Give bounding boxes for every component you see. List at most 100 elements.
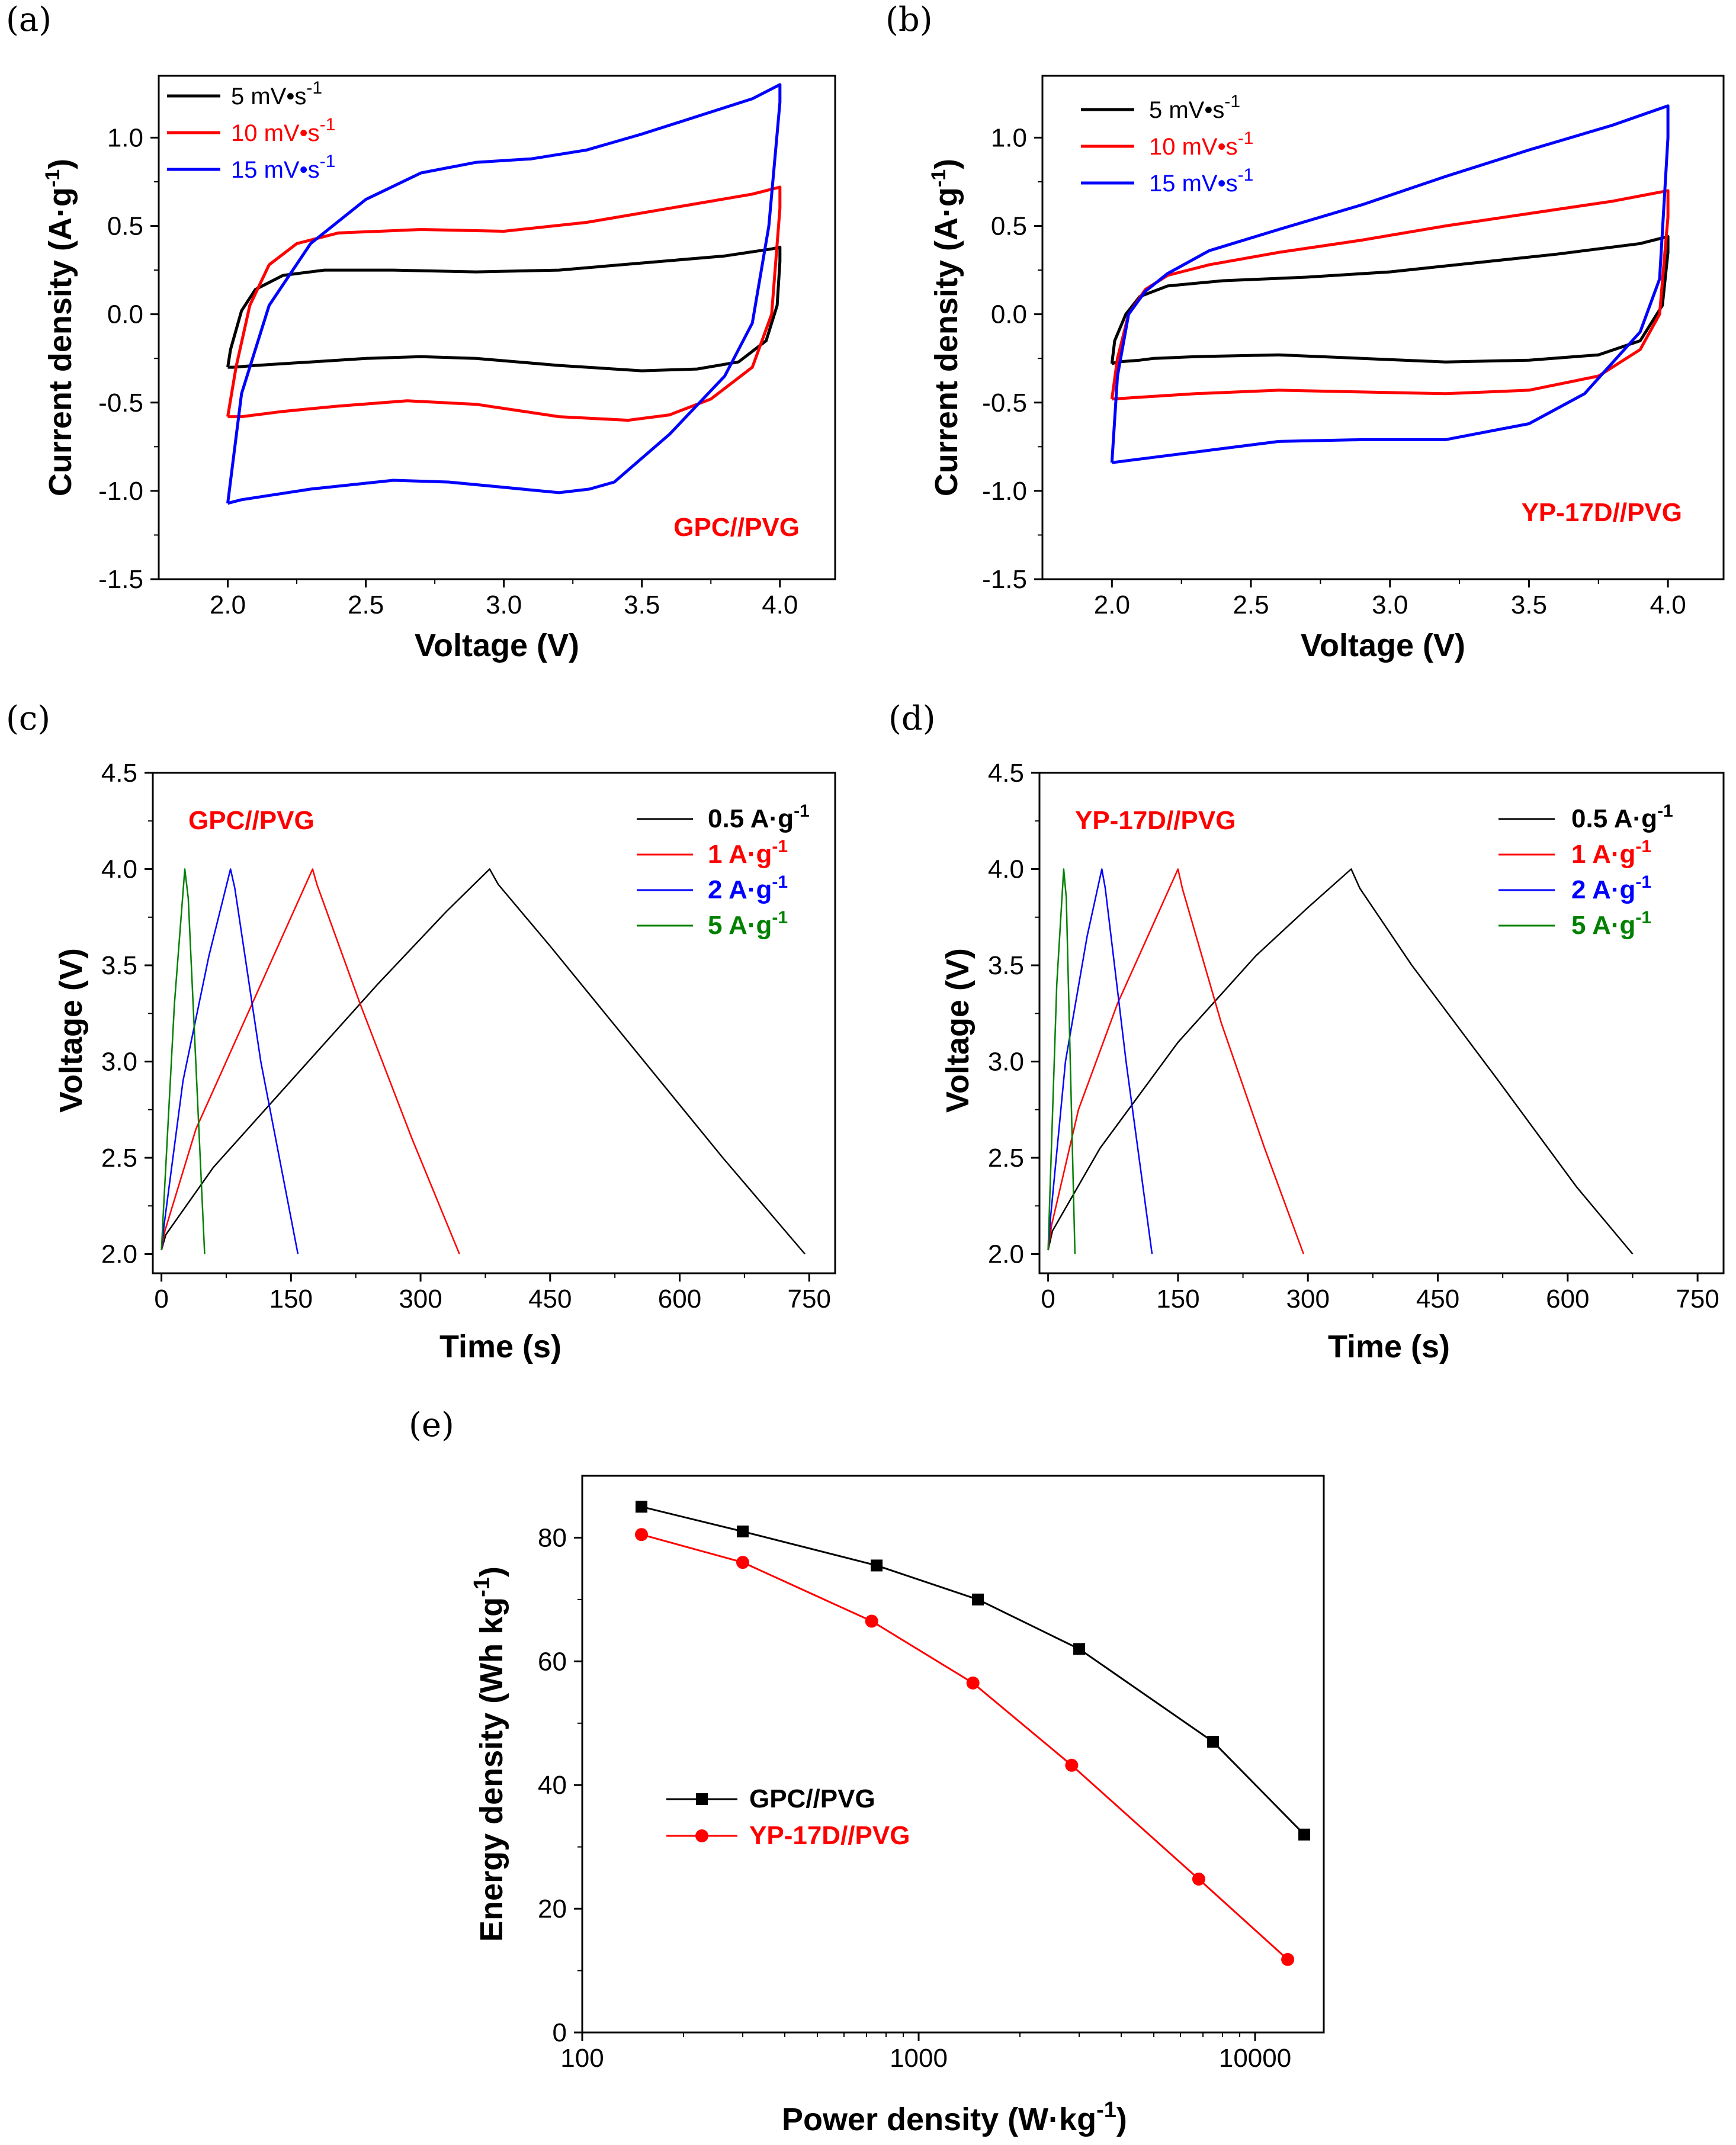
x-axis-c: 0 150 300 450 600 750 (154, 1273, 831, 1314)
series-line-3 (226, 83, 782, 505)
x-tick-label: 450 (1416, 1285, 1459, 1314)
y-tick-label: 2.0 (101, 1240, 137, 1269)
series-line-2 (641, 1533, 1289, 1960)
x-axis-d: 0 150 300 450 600 750 (1041, 1273, 1719, 1314)
y-tick-label: 0.0 (107, 300, 143, 329)
data-point (865, 1614, 878, 1628)
ragone-chart: (e) 100 1000 10000 0 20 40 60 80 Power density… (409, 1406, 1325, 2137)
x-axis-title-a: Voltage (V) (415, 628, 579, 663)
x-tick-label: 750 (788, 1285, 831, 1314)
series-group-a (226, 83, 782, 505)
series-group-d (1047, 868, 1634, 1255)
y-tick-label: -1.5 (982, 565, 1027, 594)
series-group-e (635, 1501, 1311, 1966)
y-tick-label: -1.0 (982, 477, 1027, 506)
data-point (966, 1676, 980, 1690)
x-axis-title-d: Time (s) (1328, 1329, 1450, 1364)
x-tick-label: 100 (560, 2044, 604, 2073)
data-point (1192, 1872, 1205, 1886)
x-tick-label: 3.5 (1511, 590, 1547, 619)
data-point (1281, 1953, 1295, 1966)
x-tick-label: 2.0 (1094, 590, 1130, 619)
y-axis-b: -1.5 -1.0 -0.5 0.0 0.5 1.0 (982, 123, 1042, 594)
y-axis-c: 2.0 2.5 3.0 3.5 4.0 4.5 (101, 759, 153, 1269)
x-tick-label: 4.0 (1650, 590, 1686, 619)
y-tick-label: 80 (538, 1523, 567, 1552)
y-axis-a: -1.5 -1.0 -0.5 0.0 0.5 1.0 (98, 123, 159, 594)
cv-chart-yp17d: (b) 2.0 2.5 3.0 3.5 4.0 -1.5 -1.0 -0.5 0.0 0.5 1.… (885, 1, 1725, 663)
series-line-3 (161, 868, 299, 1254)
y-tick-label: 3.5 (988, 951, 1024, 980)
x-tick-label: 300 (399, 1285, 442, 1314)
y-tick-label: 2.0 (988, 1240, 1024, 1269)
x-tick-label: 0 (154, 1285, 168, 1314)
data-point (635, 1528, 649, 1542)
annotation-a: GPC//PVG (673, 513, 800, 542)
y-tick-label: 0.5 (991, 212, 1027, 241)
y-tick-label: 60 (538, 1647, 567, 1676)
annotation-d: YP-17D//PVG (1075, 806, 1236, 835)
legend-label: 2 A·g-1 (708, 872, 788, 904)
plot-frame-c (152, 772, 836, 1274)
y-tick-label: 1.0 (991, 123, 1027, 152)
panel-label-b: (b) (885, 1, 933, 39)
series-line-1 (1047, 868, 1634, 1255)
y-tick-label: 2.5 (101, 1144, 137, 1173)
y-axis-title-c: Voltage (V) (53, 948, 89, 1113)
data-point (736, 1556, 750, 1569)
x-tick-label: 3.5 (624, 590, 660, 619)
y-tick-label: 4.0 (101, 855, 137, 884)
legend-c: 0.5 A·g-1 1 A·g-12 A·g-1 5 A·g-1 (637, 801, 810, 940)
y-axis-title-b: Current density (A·g-1) (928, 159, 964, 496)
y-tick-label: 4.5 (988, 759, 1024, 788)
panel-label-d: (d) (888, 699, 936, 738)
series-line-2 (1047, 868, 1305, 1254)
series-line-3 (1110, 104, 1670, 464)
legend-e: GPC//PVG YP-17D//PVG (666, 1784, 910, 1850)
annotation-b: YP-17D//PVG (1522, 498, 1682, 527)
legend-label: 10 mV•s-1 (231, 115, 335, 146)
series-group-b (1110, 104, 1670, 464)
series-line-4 (1047, 868, 1076, 1254)
x-axis-title-c: Time (s) (439, 1329, 561, 1364)
legend-label: 2 A·g-1 (1571, 872, 1651, 904)
x-axis-title-e: Power density (W·kg-1) (782, 2098, 1127, 2137)
data-point (636, 1501, 648, 1513)
data-point (737, 1526, 749, 1537)
data-point (871, 1559, 883, 1572)
x-axis-title-b: Voltage (V) (1301, 628, 1465, 663)
y-tick-label: 0 (553, 2018, 567, 2047)
x-tick-label: 0 (1041, 1285, 1055, 1314)
x-tick-label: 150 (269, 1285, 313, 1314)
series-line-1 (1110, 235, 1670, 365)
y-axis-title-a: Current density (A·g-1) (41, 159, 78, 496)
y-axis-e: 0 20 40 60 80 (538, 1523, 582, 2047)
legend-label: GPC//PVG (749, 1784, 875, 1813)
legend-label: 5 A·g-1 (1571, 908, 1651, 940)
y-tick-label: 3.5 (101, 951, 137, 980)
y-tick-label: 0.0 (991, 300, 1027, 329)
x-tick-label: 4.0 (762, 590, 798, 619)
x-axis-e: 100 1000 10000 (560, 2032, 1291, 2073)
legend-label: 5 A·g-1 (708, 908, 788, 940)
x-tick-label: 2.5 (1233, 590, 1269, 619)
cv-chart-gpc: (a) 2.0 2.5 3.0 3.5 4.0 -1.5 -1.0 -0.5 0.0 0.5 1.… (6, 1, 836, 663)
plot-frame-a (158, 75, 836, 580)
x-axis-b: 2.0 2.5 3.0 3.5 4.0 (1094, 579, 1686, 619)
series-line-1 (226, 245, 782, 373)
data-point (1065, 1758, 1079, 1772)
series-group-c (161, 868, 806, 1255)
x-tick-label: 600 (1546, 1285, 1589, 1314)
x-tick-label: 2.5 (348, 590, 384, 619)
series-line-1 (641, 1505, 1305, 1835)
legend-label: 1 A·g-1 (1571, 837, 1651, 869)
gcd-chart-gpc: (c) 0 150 300 450 600 750 2.02.53.03.54.04.5 … (6, 699, 836, 1364)
x-tick-label: 750 (1676, 1285, 1719, 1314)
y-tick-label: 4.5 (101, 759, 137, 788)
plot-frame-d (1038, 772, 1725, 1274)
series-line-1 (161, 868, 806, 1255)
x-tick-label: 3.0 (486, 590, 522, 619)
legend-label: YP-17D//PVG (749, 1821, 910, 1850)
y-tick-label: 0.5 (107, 212, 143, 241)
legend-marker (695, 1829, 708, 1842)
